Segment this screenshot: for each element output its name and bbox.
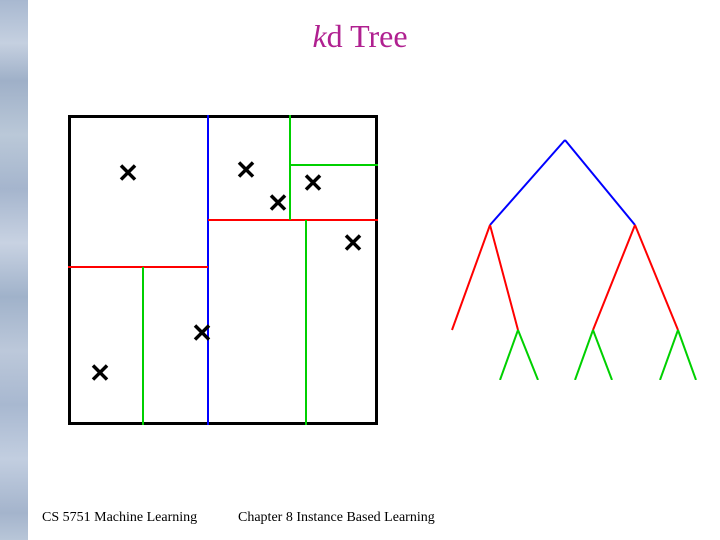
tree-svg [430, 130, 700, 380]
decorative-strip [0, 0, 28, 540]
footer-course: CS 5751 Machine Learning [42, 510, 212, 526]
kd-partition-diagram: ✕ ✕ ✕ ✕ ✕ ✕ ✕ [68, 115, 378, 425]
partition-svg [68, 115, 378, 425]
data-point-4: ✕ [342, 230, 364, 256]
data-point-0: ✕ [117, 160, 139, 186]
data-point-1: ✕ [235, 157, 257, 183]
data-point-2: ✕ [302, 170, 324, 196]
title-italic: k [312, 18, 326, 54]
slide-title: kd Tree [0, 18, 720, 55]
kd-tree-diagram [430, 130, 700, 380]
title-rest: d Tree [327, 18, 408, 54]
footer-chapter: Chapter 8 Instance Based Learning [238, 510, 435, 526]
data-point-5: ✕ [191, 320, 213, 346]
data-point-3: ✕ [267, 190, 289, 216]
data-point-6: ✕ [89, 360, 111, 386]
